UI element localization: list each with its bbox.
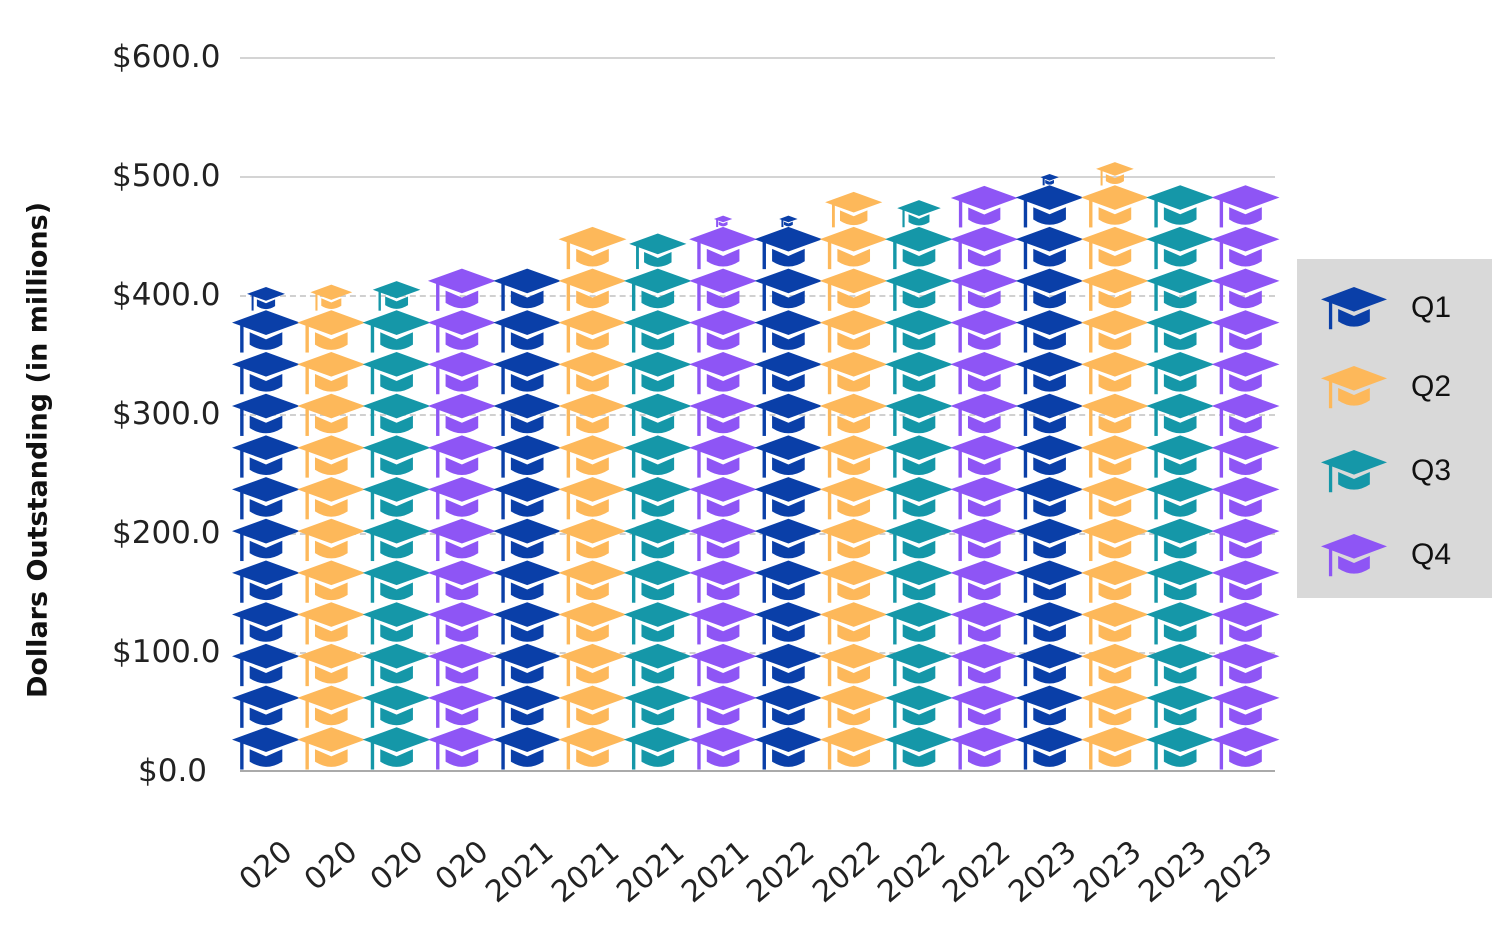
bar-q4-2021 [689,215,758,770]
bar-q1-2022 [754,215,823,770]
legend-item-q4: Q4 [1319,530,1451,580]
x-axis-line [240,770,1275,772]
bar-q1-2020 [232,287,300,770]
graduation-cap-icon [1321,450,1387,493]
bar-q3-2020 [362,281,431,770]
bar-q2-2020 [297,284,366,770]
bar-q3-2021 [623,233,692,770]
y-tick-label: $400.0 [112,277,221,313]
gridline [240,652,1275,654]
y-tick-label: $0.0 [138,753,208,789]
gridline [240,295,1275,297]
bar-q3-2023 [1146,185,1215,770]
bar-q2-2023 [1080,162,1149,770]
y-tick-label: $200.0 [112,515,221,551]
bar-q4-2023 [1211,185,1280,770]
gridline [240,533,1275,535]
graduation-cap-icon [1321,534,1387,577]
gridline [240,176,1275,178]
y-tick-label: $500.0 [112,158,221,194]
bar-q2-2021 [558,226,627,770]
y-tick-label: $300.0 [112,396,221,432]
bar-q4-2022 [950,185,1019,770]
y-tick-label: $600.0 [112,39,221,75]
legend-item-q3: Q3 [1319,446,1451,496]
legend: Q1 Q2 Q3 Q4 [1297,259,1492,598]
graduation-cap-icon [1321,287,1387,330]
graduation-cap-icon [1321,366,1387,409]
bar-q2-2022 [819,191,888,770]
legend-item-q2: Q2 [1319,362,1451,412]
gridline [240,414,1275,416]
y-tick-label: $100.0 [112,634,221,670]
pictograph-plot [232,162,1280,770]
bar-q1-2021 [493,268,562,770]
bar-q3-2022 [885,200,953,770]
gridline [240,57,1275,59]
bar-q4-2020 [427,268,496,770]
bar-q1-2023 [1015,174,1084,770]
legend-item-q1: Q1 [1319,283,1451,333]
